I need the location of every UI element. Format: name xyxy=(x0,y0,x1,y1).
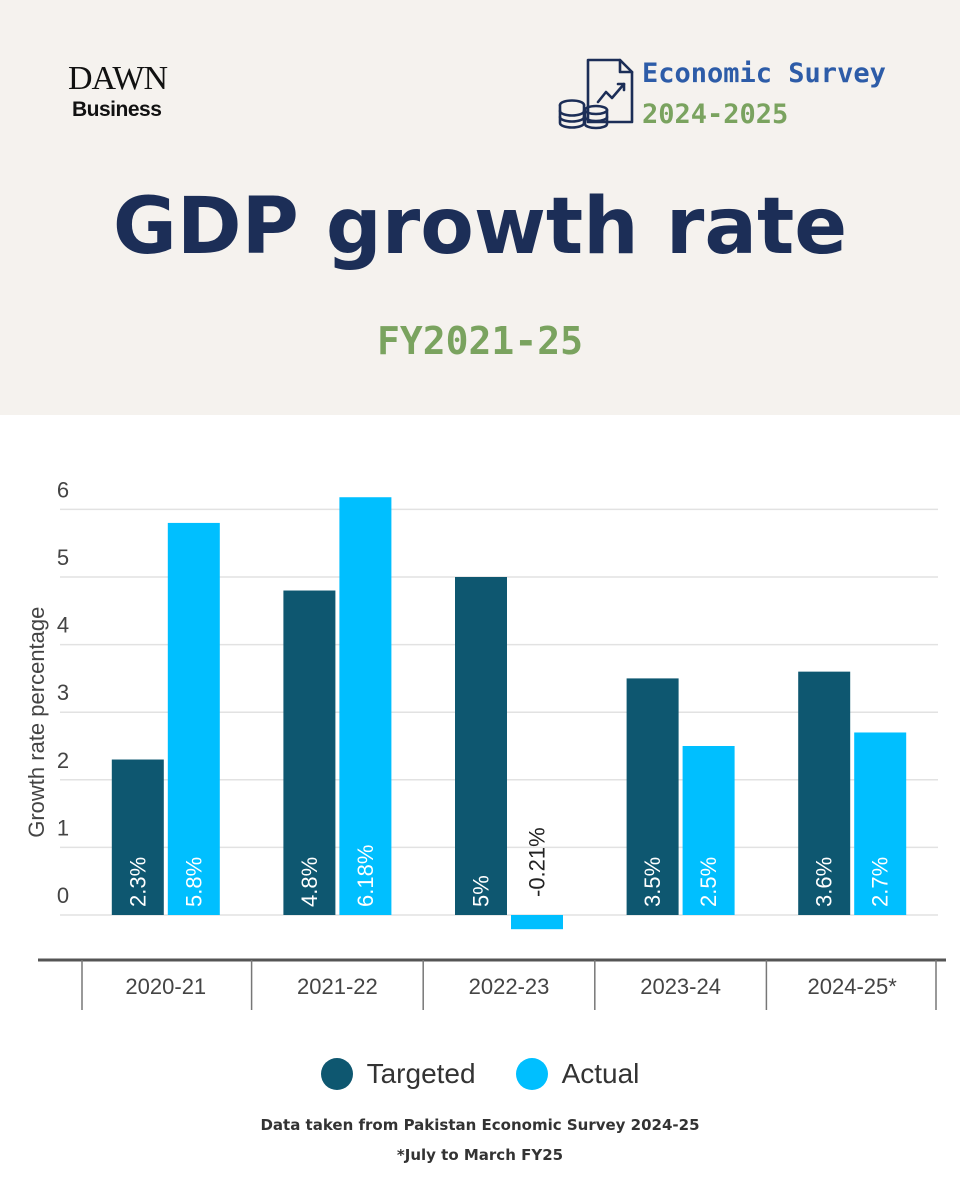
brand-logo-business: Business xyxy=(72,98,162,121)
x-tick-label: 2021-22 xyxy=(297,974,378,999)
footnote: *July to March FY25 xyxy=(396,1146,564,1164)
legend-swatch-actual xyxy=(515,1058,548,1090)
page-title: GDP growth rate xyxy=(112,182,848,272)
data-label-actual-2023-24: 2.5% xyxy=(696,857,721,907)
source-note: Data taken from Pakistan Economic Survey… xyxy=(260,1116,700,1134)
y-tick-label: 2 xyxy=(57,748,69,773)
y-tick-label: 0 xyxy=(57,883,69,908)
y-tick-label: 5 xyxy=(57,545,69,570)
bars xyxy=(111,497,907,930)
survey-title: Economic Survey xyxy=(642,58,886,89)
legend-item-targeted: Targeted xyxy=(320,1058,476,1090)
survey-years: 2024-2025 xyxy=(642,99,789,130)
data-label-targeted-2020-21: 2.3% xyxy=(125,857,150,907)
chart-legend: Targeted Actual xyxy=(0,1054,960,1094)
bar-targeted-2021-22 xyxy=(283,590,336,915)
y-tick-label: 1 xyxy=(57,815,69,840)
y-tick-label: 4 xyxy=(57,613,69,638)
data-labels: 2.3% 5.8% 4.8% 6.18% 5% -0.21% 3.5% 2.5% 3.6% 2.7… xyxy=(125,827,892,907)
x-axis: 2020-21 2021-22 2022-23 2023-24 2024-25* xyxy=(38,958,946,1010)
data-label-targeted-2022-23: 5% xyxy=(469,875,494,907)
header-banner: DAWN Business Economic Survey 2024-2025 … xyxy=(0,0,960,415)
y-tick-label: 6 xyxy=(57,477,69,502)
bar-targeted-2024-25* xyxy=(798,671,851,915)
x-tick-label: 2020-21 xyxy=(125,974,206,999)
legend-swatch-targeted xyxy=(320,1058,353,1090)
x-tick-label: 2023-24 xyxy=(640,974,721,999)
y-axis-ticks: 0 1 2 3 4 5 6 xyxy=(57,477,69,908)
bar-actual-2023-24 xyxy=(682,746,735,915)
data-label-targeted-2023-24: 3.5% xyxy=(640,857,665,907)
bar-actual-2021-22 xyxy=(339,497,392,915)
legend-label-targeted: Targeted xyxy=(366,1058,476,1089)
y-tick-label: 3 xyxy=(57,680,69,705)
data-label-actual-2024-25*: 2.7% xyxy=(868,857,893,907)
data-label-actual-2021-22: 6.18% xyxy=(353,845,378,907)
page-subtitle: FY2021-25 xyxy=(377,319,583,363)
bar-actual-2020-21 xyxy=(167,522,220,915)
y-axis-label: Growth rate percentage xyxy=(24,607,49,838)
data-label-targeted-2024-25*: 3.6% xyxy=(812,857,837,907)
data-label-actual-2022-23: -0.21% xyxy=(525,827,550,897)
legend-item-actual: Actual xyxy=(515,1058,640,1090)
x-tick-label: 2022-23 xyxy=(469,974,550,999)
bar-targeted-2022-23 xyxy=(455,577,507,915)
bar-actual-2022-23 xyxy=(511,915,563,930)
bar-actual-2024-25* xyxy=(854,732,907,915)
data-label-targeted-2021-22: 4.8% xyxy=(297,857,322,907)
brand-logo-dawn: DAWN xyxy=(68,60,168,97)
data-label-actual-2020-21: 5.8% xyxy=(181,857,206,907)
legend-label-actual: Actual xyxy=(561,1058,640,1089)
gdp-growth-bar-chart: 0 1 2 3 4 5 6 Growth rate percentage 2.3% 5.8% 4… xyxy=(24,477,946,1010)
x-tick-label: 2024-25* xyxy=(808,974,898,999)
bar-targeted-2023-24 xyxy=(626,678,679,915)
bar-targeted-2020-21 xyxy=(111,759,164,915)
economic-survey-icon xyxy=(558,58,634,130)
